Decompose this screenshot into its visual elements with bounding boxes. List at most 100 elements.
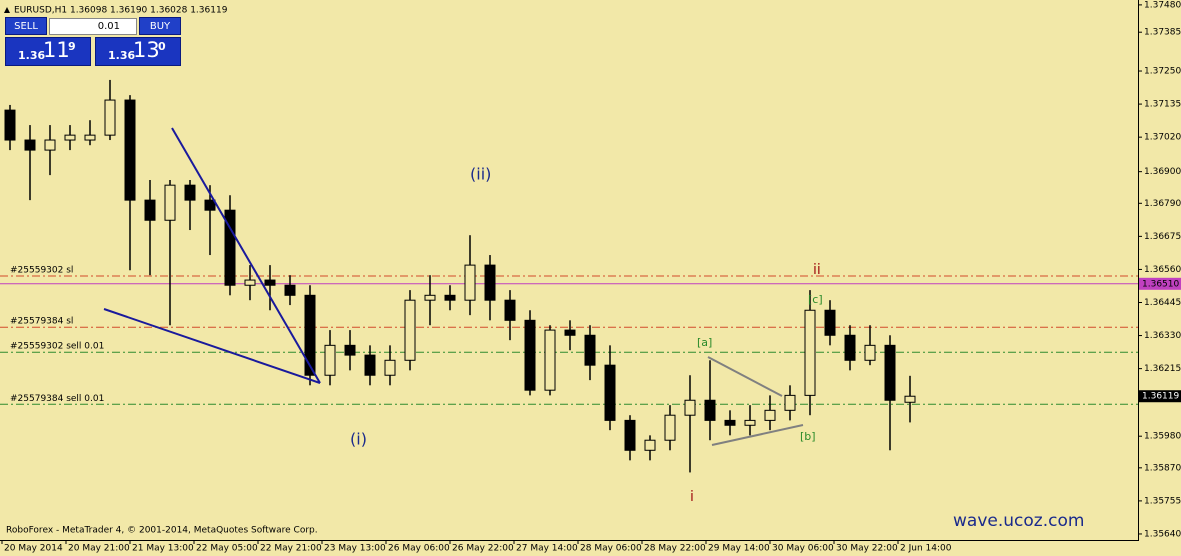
- wave-label: (i): [350, 430, 367, 449]
- x-tick-label: 27 May 14:00: [516, 544, 578, 554]
- bid-label: 1.36119: [1142, 392, 1179, 402]
- candle-body: [844, 334, 856, 361]
- candle-body: [24, 139, 36, 151]
- candle-body: [544, 329, 556, 391]
- y-tick-label: 1.36215: [1144, 364, 1181, 374]
- candle-body: [584, 334, 596, 366]
- candle-body: [284, 284, 296, 296]
- candle-body: [184, 184, 196, 201]
- candle-body: [684, 399, 696, 416]
- triangle-line: [711, 424, 804, 446]
- wave-label: [b]: [800, 430, 816, 443]
- x-tick-label: 2 Jun 14:00: [900, 544, 952, 554]
- candle-body: [304, 294, 316, 376]
- y-tick-label: 1.36560: [1144, 265, 1181, 275]
- x-tick-label: 20 May 21:00: [68, 544, 130, 554]
- y-tick-label: 1.37385: [1144, 28, 1181, 38]
- candle-body: [264, 279, 276, 286]
- quote-prefix: 1.36: [18, 49, 46, 62]
- order-label: #25579384 sl: [10, 317, 73, 327]
- y-tick-label: 1.35980: [1144, 432, 1181, 442]
- buy-button[interactable]: BUY: [139, 17, 181, 35]
- quote-fraction: 9: [68, 40, 76, 53]
- candle-body: [624, 419, 636, 451]
- x-tick-label: 30 May 22:00: [836, 544, 898, 554]
- x-tick-label: 29 May 14:00: [708, 544, 770, 554]
- trendline: [171, 127, 321, 384]
- candle-body: [84, 134, 96, 141]
- candle-body: [904, 395, 916, 403]
- candle-body: [484, 264, 496, 301]
- one-click-panel: SELL 0.01 BUY 1.36 11 9 1.36 13 0: [5, 17, 181, 66]
- candle-body: [764, 409, 776, 421]
- x-tick-label: 28 May 22:00: [644, 544, 706, 554]
- y-tick-label: 1.36445: [1144, 298, 1181, 308]
- candle-body: [824, 309, 836, 336]
- y-tick-label: 1.36675: [1144, 232, 1181, 242]
- bid-label-box: [1139, 390, 1181, 403]
- lot-input[interactable]: 0.01: [49, 18, 137, 35]
- x-tick-label: 20 May 2014: [4, 544, 63, 554]
- candle-body: [204, 199, 216, 211]
- candle-body: [244, 279, 256, 286]
- candle-body: [444, 294, 456, 301]
- triangle-line: [707, 356, 783, 397]
- candle-body: [124, 99, 136, 201]
- copyright: RoboForex - MetaTrader 4, © 2001-2014, M…: [6, 526, 318, 536]
- x-tick-label: 30 May 06:00: [772, 544, 834, 554]
- order-label: #25579384 sell 0.01: [10, 394, 104, 404]
- candle-body: [164, 184, 176, 221]
- y-tick-label: 1.36330: [1144, 331, 1181, 341]
- y-tick-label: 1.37020: [1144, 133, 1181, 143]
- candle-body: [104, 99, 116, 136]
- candle-body: [524, 319, 536, 391]
- quote-fraction: 0: [158, 40, 166, 53]
- candle-body: [884, 344, 896, 401]
- x-tick-label: 26 May 06:00: [388, 544, 450, 554]
- candle-body: [864, 344, 876, 361]
- trendline: [103, 308, 321, 384]
- quote-prefix: 1.36: [108, 49, 136, 62]
- y-tick-label: 1.35870: [1144, 463, 1181, 473]
- ask-quote[interactable]: 1.36 13 0: [95, 37, 181, 66]
- candle-body: [784, 394, 796, 411]
- y-tick-label: 1.35640: [1144, 529, 1181, 539]
- candle-body: [224, 209, 236, 286]
- y-tick-label: 1.37250: [1144, 67, 1181, 77]
- candle-body: [744, 419, 756, 426]
- candle-body: [604, 364, 616, 421]
- bid-quote[interactable]: 1.36 11 9: [5, 37, 91, 66]
- x-tick-label: 28 May 06:00: [580, 544, 642, 554]
- symbol-info: EURUSD,H1 1.36098 1.36190 1.36028 1.3611…: [14, 6, 228, 16]
- wave-label: [a]: [697, 336, 712, 349]
- candle-body: [4, 109, 16, 141]
- x-tick-label: 23 May 13:00: [324, 544, 386, 554]
- candle-body: [344, 344, 356, 356]
- candle-body: [704, 399, 716, 421]
- watermark: wave.ucoz.com: [953, 511, 1084, 531]
- candle-body: [44, 139, 56, 151]
- candle-body: [504, 299, 516, 321]
- y-tick-label: 1.35755: [1144, 496, 1181, 506]
- y-tick-label: 1.36790: [1144, 199, 1181, 209]
- candle-body: [724, 419, 736, 426]
- candle-body: [324, 344, 336, 376]
- wave-label: (ii): [470, 165, 491, 184]
- wave-label: [c]: [808, 293, 823, 306]
- y-tick-label: 1.37135: [1144, 100, 1181, 110]
- sell-button[interactable]: SELL: [5, 17, 47, 35]
- wave-label: i: [690, 489, 694, 505]
- candle-body: [804, 309, 816, 396]
- header-arrow: [4, 7, 10, 13]
- candle-body: [364, 354, 376, 376]
- candle-body: [64, 134, 76, 141]
- x-tick-label: 21 May 13:00: [132, 544, 194, 554]
- quote-pips: 13: [133, 38, 160, 62]
- price-label: 1.36510: [1142, 279, 1179, 289]
- price-label-box: [1139, 277, 1181, 290]
- x-tick-label: 22 May 05:00: [196, 544, 258, 554]
- order-label: #25559302 sl: [10, 266, 73, 276]
